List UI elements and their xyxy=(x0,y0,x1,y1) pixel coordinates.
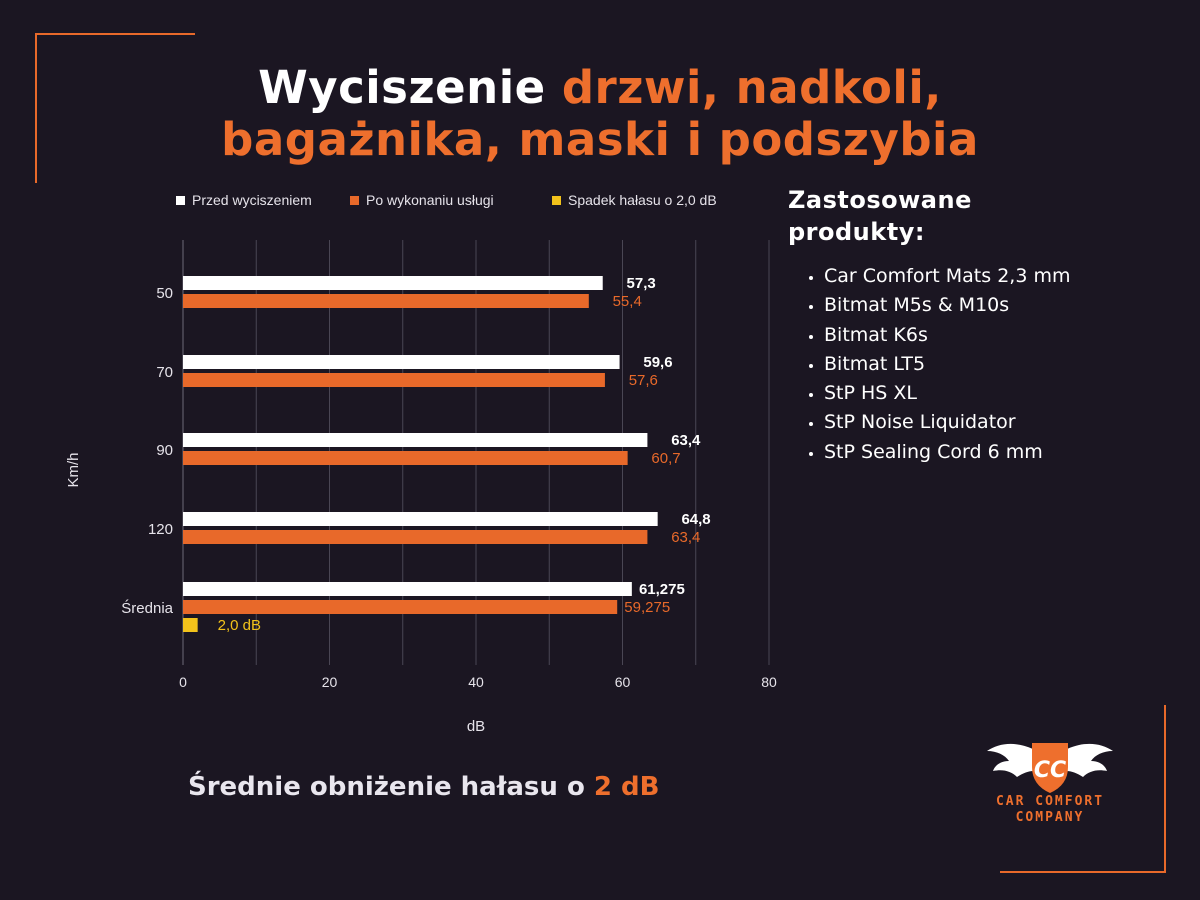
bar xyxy=(183,373,605,387)
legend-swatch xyxy=(552,196,561,205)
product-item: StP HS XL xyxy=(824,379,1070,408)
bar xyxy=(183,294,589,308)
bar xyxy=(183,451,628,465)
products-heading: Zastosowane produkty: xyxy=(788,184,1088,248)
data-label: 57,6 xyxy=(629,372,658,389)
data-label: 59,275 xyxy=(624,599,670,616)
bar xyxy=(183,582,632,596)
y-tick-label: 90 xyxy=(156,442,173,459)
x-tick-label: 60 xyxy=(615,674,631,690)
title-white-part: Wyciszenie xyxy=(258,61,562,114)
y-tick-label: 50 xyxy=(156,285,173,302)
x-tick-label: 20 xyxy=(322,674,338,690)
bar xyxy=(183,355,620,369)
frame-corner-left xyxy=(35,33,37,183)
product-item: Bitmat M5s & M10s xyxy=(824,291,1070,320)
bar xyxy=(183,618,198,632)
data-label: 2,0 dB xyxy=(218,617,261,634)
title-orange-part: drzwi, nadkoli, xyxy=(561,61,942,114)
frame-corner-bottom xyxy=(1000,871,1166,873)
bar xyxy=(183,276,603,290)
page-title: Wyciszenie drzwi, nadkoli, bagażnika, ma… xyxy=(0,62,1200,166)
frame-corner-right xyxy=(1164,705,1166,873)
y-tick-label: 70 xyxy=(156,364,173,381)
products-heading-line-2: produkty: xyxy=(788,218,925,246)
data-label: 60,7 xyxy=(651,450,680,467)
product-item: Bitmat LT5 xyxy=(824,350,1070,379)
summary-text: Średnie obniżenie hałasu o 2 dB xyxy=(188,772,659,802)
product-item: Bitmat K6s xyxy=(824,321,1070,350)
noise-bar-chart: 0 20 40 60 80 dB Km/h Przed wyciszeniem Po wykon… xyxy=(65,192,777,735)
x-tick-label: 0 xyxy=(179,674,187,690)
bar xyxy=(183,433,648,447)
winged-shield-icon: CC xyxy=(987,743,1113,793)
logo-line-1: CAR COMFORT xyxy=(995,794,1105,809)
x-axis-label: dB xyxy=(467,718,485,735)
data-label: 59,6 xyxy=(643,354,672,371)
legend-swatch xyxy=(350,196,359,205)
data-label: 63,4 xyxy=(671,432,701,449)
product-item: Car Comfort Mats 2,3 mm xyxy=(824,262,1070,291)
bar xyxy=(183,512,658,526)
logo-monogram: CC xyxy=(1034,758,1066,783)
data-label: 61,275 xyxy=(639,581,685,598)
title-line-2: bagażnika, maski i podszybia xyxy=(0,114,1200,166)
company-logo: CC CAR COMFORT COMPANY xyxy=(975,737,1125,825)
summary-highlight: 2 dB xyxy=(593,772,660,802)
y-axis-label: Km/h xyxy=(65,452,82,487)
data-label: 63,4 xyxy=(671,529,700,546)
products-list: Car Comfort Mats 2,3 mm Bitmat M5s & M10… xyxy=(800,262,1070,467)
product-item: StP Sealing Cord 6 mm xyxy=(824,438,1070,467)
legend-label: Po wykonaniu usługi xyxy=(366,192,494,208)
logo-line-2: COMPANY xyxy=(1015,810,1085,825)
data-label: 57,3 xyxy=(627,275,656,292)
legend-label: Przed wyciszeniem xyxy=(192,192,312,208)
x-tick-label: 80 xyxy=(761,674,777,690)
summary-main: Średnie obniżenie hałasu o xyxy=(188,772,594,802)
legend-label: Spadek hałasu o 2,0 dB xyxy=(568,192,717,208)
title-orange-line-2: bagażnika, maski i podszybia xyxy=(221,113,979,166)
bar xyxy=(183,600,618,614)
bar xyxy=(183,530,648,544)
data-label: 55,4 xyxy=(613,293,642,310)
y-tick-label: Średnia xyxy=(121,599,173,617)
products-heading-line-1: Zastosowane xyxy=(788,186,972,214)
product-item: StP Noise Liquidator xyxy=(824,408,1070,437)
legend-swatch xyxy=(176,196,185,205)
frame-corner-top xyxy=(35,33,195,35)
data-label: 64,8 xyxy=(681,511,710,528)
x-tick-label: 40 xyxy=(468,674,484,690)
title-line-1: Wyciszenie drzwi, nadkoli, xyxy=(0,62,1200,114)
y-tick-label: 120 xyxy=(148,521,173,538)
